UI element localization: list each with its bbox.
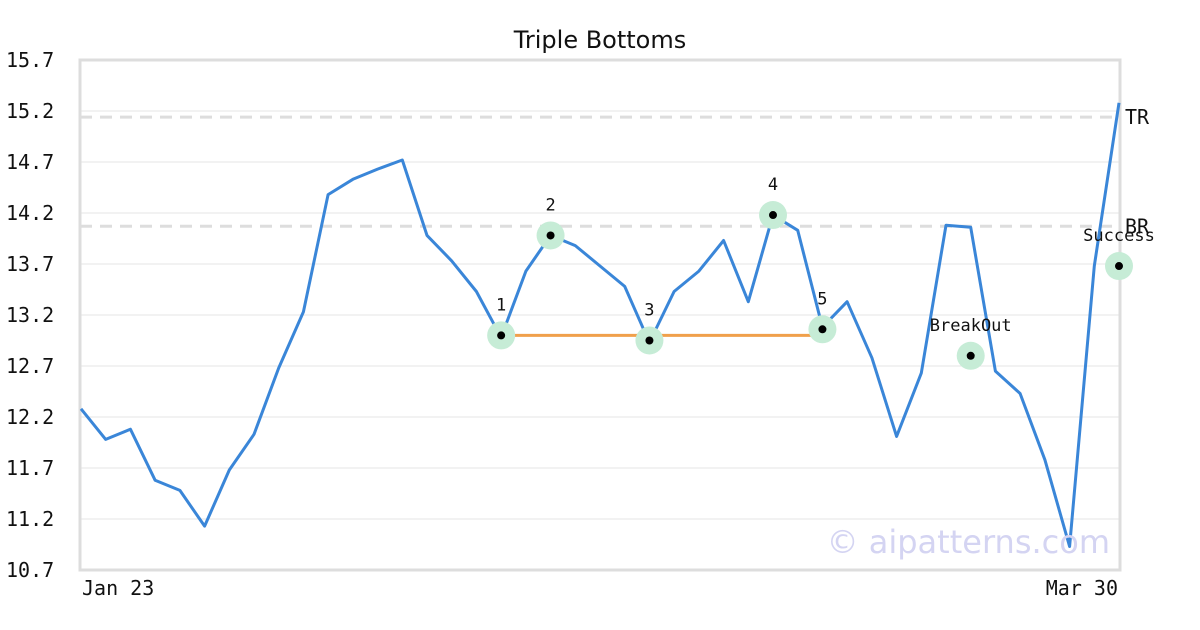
marker-dot-3 [645,336,654,345]
marker-label-success: Success [1083,226,1155,246]
x-tick-start: Jan 23 [82,576,154,600]
marker-dot-breakout [966,351,975,360]
y-tick-label: 12.2 [6,405,54,429]
y-tick-label: 15.7 [6,48,54,72]
plot-frame [78,58,1122,572]
y-tick-label: 11.2 [6,507,54,531]
reference-lines: TR BR [80,105,1150,238]
y-tick-label: 14.7 [6,150,54,174]
chart-title: Triple Bottoms [513,26,687,54]
marker-dot-2 [546,231,555,240]
marker-label-5: 5 [817,289,827,309]
pattern-markers: 1 2 3 4 5 BreakOut Success [487,175,1155,370]
y-tick-label: 10.7 [6,558,54,582]
marker-label-4: 4 [768,175,778,195]
marker-label-1: 1 [496,295,506,315]
y-tick-label: 15.2 [6,99,54,123]
marker-dot-5 [818,325,827,334]
marker-dot-success [1115,262,1123,271]
price-line [79,102,1121,548]
x-tick-end: Mar 30 [1046,576,1118,600]
marker-dot-1 [497,331,506,340]
y-tick-label: 12.7 [6,354,54,378]
marker-label-2: 2 [545,195,555,215]
y-tick-label: 13.7 [6,252,54,276]
reference-label-br: BR [1125,214,1150,238]
y-tick-label: 13.2 [6,303,54,327]
watermark: © aipatterns.com [827,523,1110,561]
reference-label-tr: TR [1125,105,1150,129]
marker-label-3: 3 [644,301,654,321]
marker-label-breakout: BreakOut [930,316,1012,336]
marker-dot-4 [769,211,777,220]
y-tick-label: 14.2 [6,201,54,225]
y-axis-ticks: 15.7 15.2 14.7 14.2 13.7 13.2 12.7 12.2 11.7 11.2… [6,48,54,582]
y-tick-label: 11.7 [6,456,54,480]
